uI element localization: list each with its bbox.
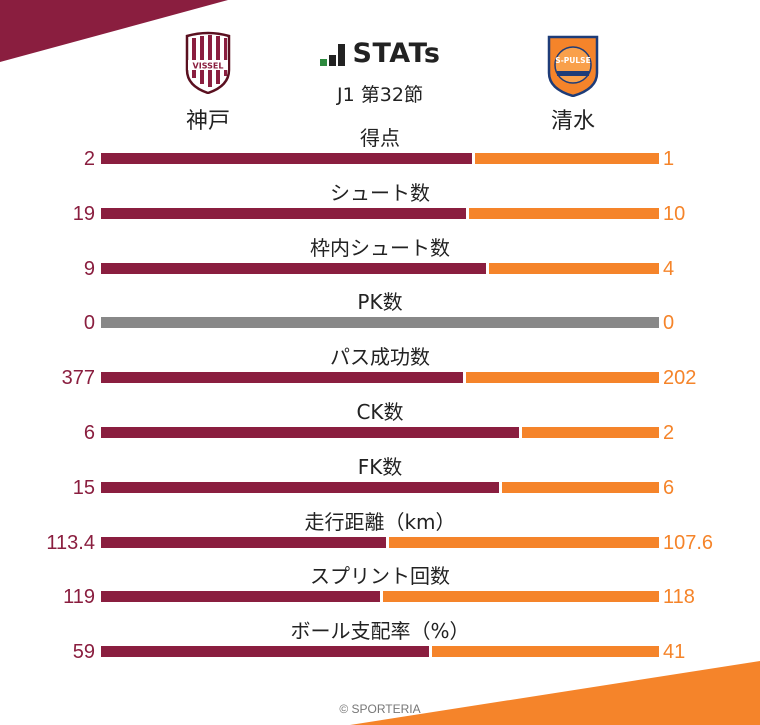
away-value: 118	[663, 586, 695, 609]
stat-label: FK数	[357, 454, 403, 479]
home-value: 9	[83, 257, 95, 280]
home-value: 113.4	[46, 531, 95, 554]
away-bar	[488, 262, 659, 274]
away-bar	[468, 207, 659, 219]
stat-label: ボール支配率（%）	[290, 619, 470, 644]
stats-title: STATs	[352, 38, 441, 69]
home-value: 2	[83, 148, 95, 170]
away-value: 0	[663, 312, 675, 335]
home-bar	[101, 427, 519, 438]
stats-logo: STATs	[0, 38, 760, 69]
away-bar	[474, 153, 659, 164]
tie-bar	[101, 317, 659, 329]
away-team-crest: S-PULSE	[547, 35, 599, 97]
bar-chart-icon	[319, 42, 345, 66]
away-value: 202	[663, 367, 697, 390]
away-value: 41	[663, 641, 686, 664]
stat-label: 得点	[360, 126, 400, 150]
home-value: 19	[72, 202, 95, 225]
away-value: 107.6	[663, 531, 714, 554]
away-value: 10	[663, 202, 686, 225]
stat-label: パス成功数	[330, 345, 430, 370]
away-value: 4	[663, 257, 675, 280]
home-bar	[101, 262, 486, 274]
away-bar	[388, 536, 659, 548]
stat-row: シュート数 19 10	[0, 180, 760, 235]
stat-label: 枠内シュート数	[310, 235, 450, 260]
away-bar	[382, 591, 659, 603]
stat-row: スプリント回数 119 118	[0, 563, 760, 618]
stat-row: FK数 15 6	[0, 454, 760, 509]
bottom-right-corner-stripe	[350, 661, 760, 725]
away-team-name: 清水	[550, 109, 595, 134]
stat-row: 枠内シュート数 9 4	[0, 235, 760, 290]
stat-row: 走行距離（km） 113.4 107.6	[0, 509, 760, 564]
home-value: 59	[72, 641, 95, 664]
home-value: 6	[83, 422, 95, 444]
copyright: © SPORTERIA	[339, 702, 421, 716]
stat-row: ボール支配率（%） 59 41	[0, 618, 760, 673]
stat-row: PK数 0 0	[0, 289, 760, 344]
stat-row: 得点 2 1	[0, 125, 760, 180]
home-bar	[101, 207, 466, 219]
home-value: 119	[63, 586, 95, 609]
header: VISSEL S-PULSE STATs J1 第32節 神戸 清水	[0, 0, 760, 134]
away-value: 6	[663, 476, 675, 499]
stat-label: PK数	[357, 290, 403, 315]
match-round: J1 第32節	[337, 84, 423, 106]
stat-label: 走行距離（km）	[304, 509, 456, 534]
home-bar	[101, 591, 380, 603]
home-value: 377	[61, 367, 95, 390]
home-value: 0	[83, 312, 95, 335]
away-bar	[521, 427, 659, 438]
stat-label: スプリント回数	[310, 564, 450, 589]
home-bar	[101, 153, 472, 164]
home-bar	[101, 481, 499, 493]
away-bar	[431, 646, 659, 658]
away-bar	[501, 481, 659, 493]
stat-label: CK数	[356, 400, 404, 424]
home-bar	[101, 536, 386, 548]
svg-text:S-PULSE: S-PULSE	[555, 56, 590, 65]
home-team-name: 神戸	[185, 109, 230, 134]
home-bar	[101, 646, 429, 658]
stat-label: シュート数	[330, 180, 430, 205]
stat-row: パス成功数 377 202	[0, 344, 760, 399]
top-left-corner-stripe	[0, 0, 228, 62]
svg-text:VISSEL: VISSEL	[193, 62, 224, 71]
home-bar	[101, 372, 463, 384]
away-bar	[465, 372, 659, 384]
away-value: 1	[663, 148, 675, 170]
home-value: 15	[72, 476, 95, 499]
away-value: 2	[663, 422, 675, 444]
home-team-crest: VISSEL	[185, 31, 231, 94]
stat-row: CK数 6 2	[0, 399, 760, 454]
